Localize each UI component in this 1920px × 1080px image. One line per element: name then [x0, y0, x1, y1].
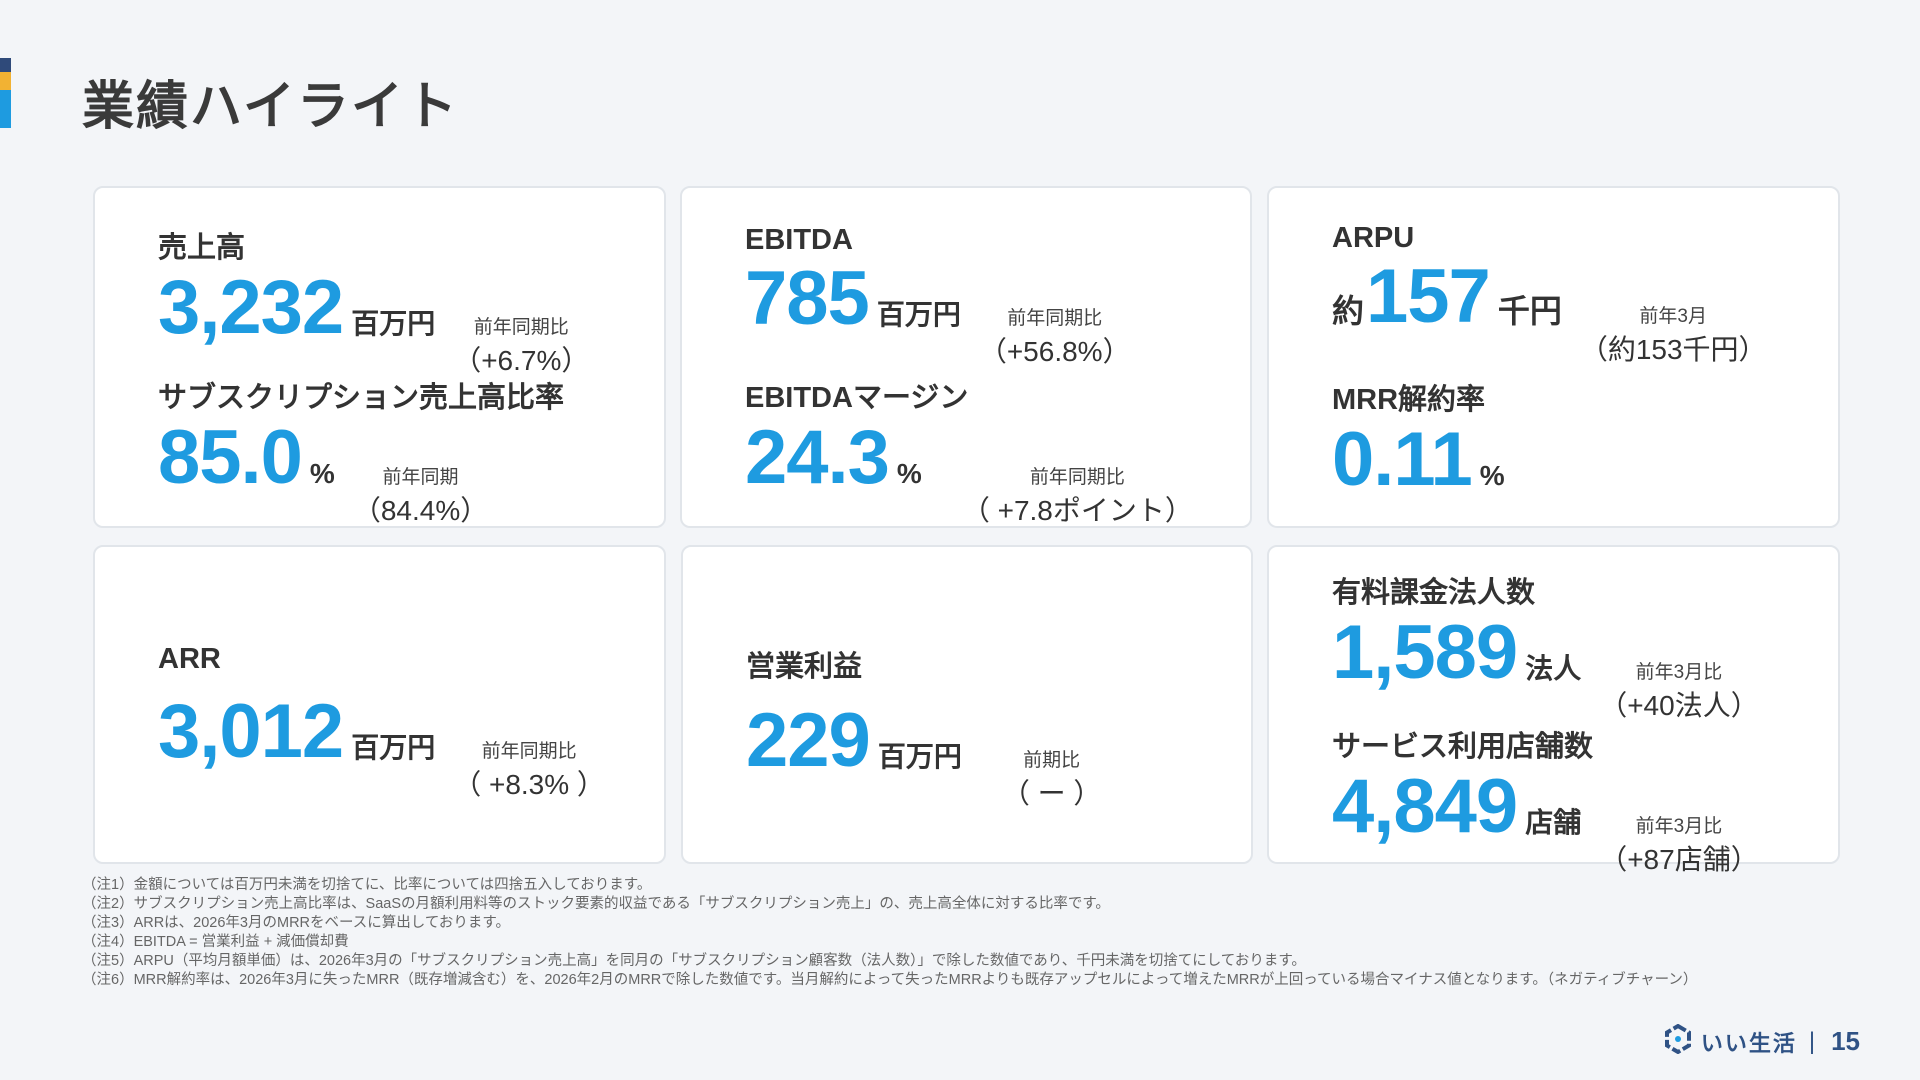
metric-label: MRR解約率 [1332, 384, 1486, 416]
metric-ebitda: EBITDA 785 百万円 前年同期比 （+56.8%） [745, 224, 1131, 370]
page-number: 15 [1831, 1026, 1860, 1056]
comparison-label: 前期比 [1023, 750, 1081, 771]
metric-value: 4,849 [1332, 764, 1518, 849]
footnote: （注4）EBITDA = 営業利益 + 減価償却費 [82, 934, 349, 950]
metric-label: EBITDAマージン [745, 382, 969, 414]
comparison: 前年同期比 （ +7.8ポイント） [962, 462, 1193, 529]
comparison: 前期比 （ ー ） [1002, 745, 1102, 812]
metric-label: ARPU [1332, 222, 1415, 254]
metric-value: 3,012 [158, 689, 344, 774]
comparison-label: 前年3月比 [1635, 662, 1723, 683]
comparison-value: （約153千円） [1579, 334, 1767, 365]
metric-value: 785 [745, 256, 870, 341]
metric-paid-corporations: 有料課金法人数 1,589 法人 前年3月比 （+40法人） [1332, 569, 1759, 724]
metric-operating-profit: 営業利益 229 百万円 前期比 （ ー ） [746, 643, 1101, 812]
metric-label: ARR [158, 643, 221, 675]
comparison: 前年3月比 （+40法人） [1599, 657, 1759, 724]
metric-unit: 百万円 [351, 308, 436, 339]
metric-prefix: 約 [1332, 293, 1365, 329]
metric-arr: ARR 3,012 百万円 前年同期比 （ +8.3% ） [158, 643, 605, 803]
comparison-label: 前年同期比 [473, 317, 569, 338]
metric-label: 営業利益 [746, 651, 863, 683]
metric-value: 1,589 [1332, 610, 1518, 695]
metric-label: 売上高 [158, 232, 246, 264]
comparison-value: （ +8.3% ） [453, 769, 605, 800]
comparison: 前年同期比 （+6.7%） [453, 312, 589, 379]
metric-label: サービス利用店舗数 [1332, 731, 1594, 763]
title-accent-bar [0, 58, 11, 128]
card-sales: 売上高 3,232 百万円 前年同期比 （+6.7%） サブスクリプション売上高… [93, 186, 666, 528]
metric-unit: 店舗 [1525, 807, 1582, 838]
comparison-label: 前年同期 [382, 467, 459, 488]
comparison: 前年同期比 （ +8.3% ） [453, 736, 605, 803]
metric-value: 229 [746, 698, 871, 783]
footnote: （注6）MRR解約率は、2026年3月に失ったMRR（既存増減含む）を、2026… [82, 972, 1698, 988]
footer-separator: | [1808, 1027, 1816, 1055]
footnote: （注3）ARRは、2026年3月のMRRをベースに算出しております。 [82, 915, 510, 931]
card-operating-profit: 営業利益 229 百万円 前期比 （ ー ） [681, 545, 1253, 864]
comparison-label: 前年同期比 [481, 741, 577, 762]
footer: いい生活 | 15 [1663, 1023, 1860, 1059]
metric-unit: 千円 [1497, 293, 1562, 329]
metric-value: 3,232 [158, 265, 344, 350]
comparison-value: （ +7.8ポイント） [961, 495, 1193, 526]
comparison-label: 前年同期比 [1029, 467, 1125, 488]
metric-label: EBITDA [745, 224, 853, 256]
comparison-value: （+87店舗） [1599, 844, 1759, 875]
metric-unit: % [309, 458, 335, 489]
metric-ebitda-margin: EBITDAマージン 24.3 % 前年同期比 （ +7.8ポイント） [745, 374, 1193, 529]
card-ebitda: EBITDA 785 百万円 前年同期比 （+56.8%） EBITDAマージン… [680, 186, 1252, 528]
metric-value: 85.0 [158, 415, 303, 500]
comparison-label: 前年同期比 [1007, 308, 1103, 329]
metric-value: 0.11 [1332, 417, 1473, 502]
metric-unit: 法人 [1525, 653, 1582, 684]
comparison: 前年同期 （84.4%） [353, 462, 488, 529]
comparison-value: （+6.7%） [453, 345, 590, 376]
metric-value: 24.3 [745, 415, 890, 500]
comparison-value: （+40法人） [1599, 690, 1759, 721]
metric-label: サブスクリプション売上高比率 [158, 382, 565, 414]
metric-subscription-ratio: サブスクリプション売上高比率 85.0 % 前年同期 （84.4%） [158, 374, 564, 529]
card-arpu: ARPU 約 157 千円 前年3月 （約153千円） MRR解約率 0.11 … [1267, 186, 1840, 528]
comparison-value: （+56.8%） [978, 336, 1131, 367]
comparison-label: 前年3月比 [1635, 816, 1723, 837]
comparison-value: （ ー ） [1001, 778, 1102, 809]
company-name: いい生活 [1700, 1030, 1797, 1056]
page-title: 業績ハイライト [82, 78, 459, 136]
metric-sales: 売上高 3,232 百万円 前年同期比 （+6.7%） [158, 224, 589, 379]
metric-mrr-churn: MRR解約率 0.11 % [1332, 376, 1505, 498]
footnote: （注5）ARPU（平均月額単価）は、2026年3月の「サブスクリプション売上高」… [82, 953, 1306, 969]
comparison: 前年3月 （約153千円） [1580, 301, 1767, 368]
metric-unit: % [896, 458, 922, 489]
metric-unit: 百万円 [351, 732, 436, 763]
metric-label: 有料課金法人数 [1332, 577, 1536, 609]
metric-unit: % [1479, 460, 1505, 491]
metric-unit: 百万円 [877, 741, 962, 772]
company-logo-icon [1663, 1023, 1693, 1059]
footnote: （注2）サブスクリプション売上高比率は、SaaSの月額利用料等のストック要素的収… [82, 896, 1110, 912]
card-arr: ARR 3,012 百万円 前年同期比 （ +8.3% ） [93, 545, 666, 864]
comparison: 前年3月比 （+87店舗） [1599, 811, 1759, 878]
footnote: （注1）金額については百万円未満を切捨てに、比率については四捨五入しております。 [82, 877, 652, 893]
metric-unit: 百万円 [876, 299, 961, 330]
metric-value: 157 [1366, 254, 1491, 339]
card-customers: 有料課金法人数 1,589 法人 前年3月比 （+40法人） サービス利用店舗数… [1267, 545, 1840, 875]
comparison: 前年同期比 （+56.8%） [979, 303, 1131, 370]
comparison-value: （84.4%） [352, 495, 489, 526]
metric-arpu: ARPU 約 157 千円 前年3月 （約153千円） [1332, 222, 1767, 368]
footnotes: （注1）金額については百万円未満を切捨てに、比率については四捨五入しております。… [82, 876, 1822, 990]
metric-store-count: サービス利用店舗数 4,849 店舗 前年3月比 （+87店舗） [1332, 723, 1759, 878]
comparison-label: 前年3月 [1639, 306, 1707, 327]
